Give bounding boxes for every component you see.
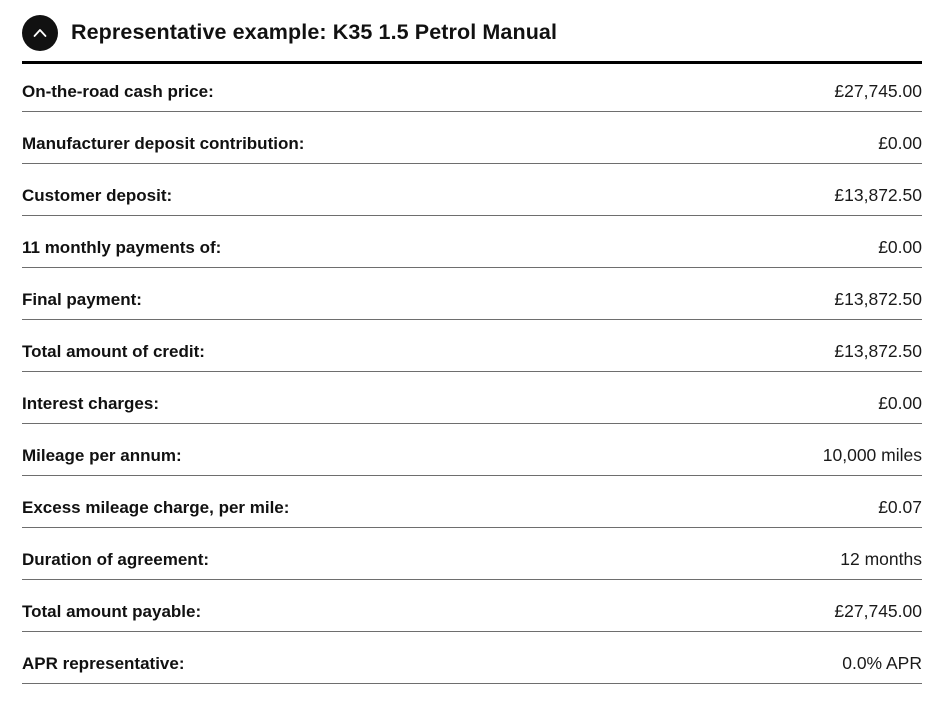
table-row: Excess mileage charge, per mile: £0.07 [22, 476, 922, 528]
row-value: £0.00 [878, 393, 922, 413]
chevron-up-icon [29, 22, 51, 44]
row-value: £27,745.00 [834, 601, 922, 621]
table-row: Final payment: £13,872.50 [22, 268, 922, 320]
finance-example-table: On-the-road cash price: £27,745.00 Manuf… [22, 64, 922, 684]
row-label: Duration of agreement: [22, 550, 210, 569]
row-label: On-the-road cash price: [22, 82, 214, 101]
representative-example-panel: Representative example: K35 1.5 Petrol M… [22, 0, 922, 684]
row-label: Manufacturer deposit contribution: [22, 134, 305, 153]
row-label: Customer deposit: [22, 186, 173, 205]
row-value: 10,000 miles [822, 445, 922, 465]
section-title: Representative example: K35 1.5 Petrol M… [71, 20, 558, 44]
row-value: 12 months [840, 549, 922, 569]
row-label: Total amount payable: [22, 602, 202, 621]
row-label: Mileage per annum: [22, 446, 182, 465]
table-row: Duration of agreement: 12 months [22, 528, 922, 580]
row-value: £27,745.00 [834, 81, 922, 101]
table-row: Total amount payable: £27,745.00 [22, 580, 922, 632]
row-value: £13,872.50 [834, 341, 922, 361]
row-value: £13,872.50 [834, 185, 922, 205]
table-row: APR representative: 0.0% APR [22, 632, 922, 684]
table-row: Manufacturer deposit contribution: £0.00 [22, 112, 922, 164]
row-label: Total amount of credit: [22, 342, 205, 361]
row-label: Excess mileage charge, per mile: [22, 498, 290, 517]
table-row: On-the-road cash price: £27,745.00 [22, 64, 922, 112]
row-value: £0.00 [878, 133, 922, 153]
row-value: 0.0% APR [842, 653, 922, 673]
table-row: Interest charges: £0.00 [22, 372, 922, 424]
row-label: APR representative: [22, 654, 185, 673]
row-label: 11 monthly payments of: [22, 238, 222, 257]
row-value: £0.07 [878, 497, 922, 517]
table-row: Total amount of credit: £13,872.50 [22, 320, 922, 372]
table-row: 11 monthly payments of: £0.00 [22, 216, 922, 268]
table-row: Mileage per annum: 10,000 miles [22, 424, 922, 476]
row-label: Interest charges: [22, 394, 159, 413]
collapse-accordion-button[interactable] [22, 14, 58, 51]
row-label: Final payment: [22, 290, 142, 309]
table-row: Customer deposit: £13,872.50 [22, 164, 922, 216]
row-value: £0.00 [878, 237, 922, 257]
accordion-header: Representative example: K35 1.5 Petrol M… [22, 0, 922, 64]
row-value: £13,872.50 [834, 289, 922, 309]
